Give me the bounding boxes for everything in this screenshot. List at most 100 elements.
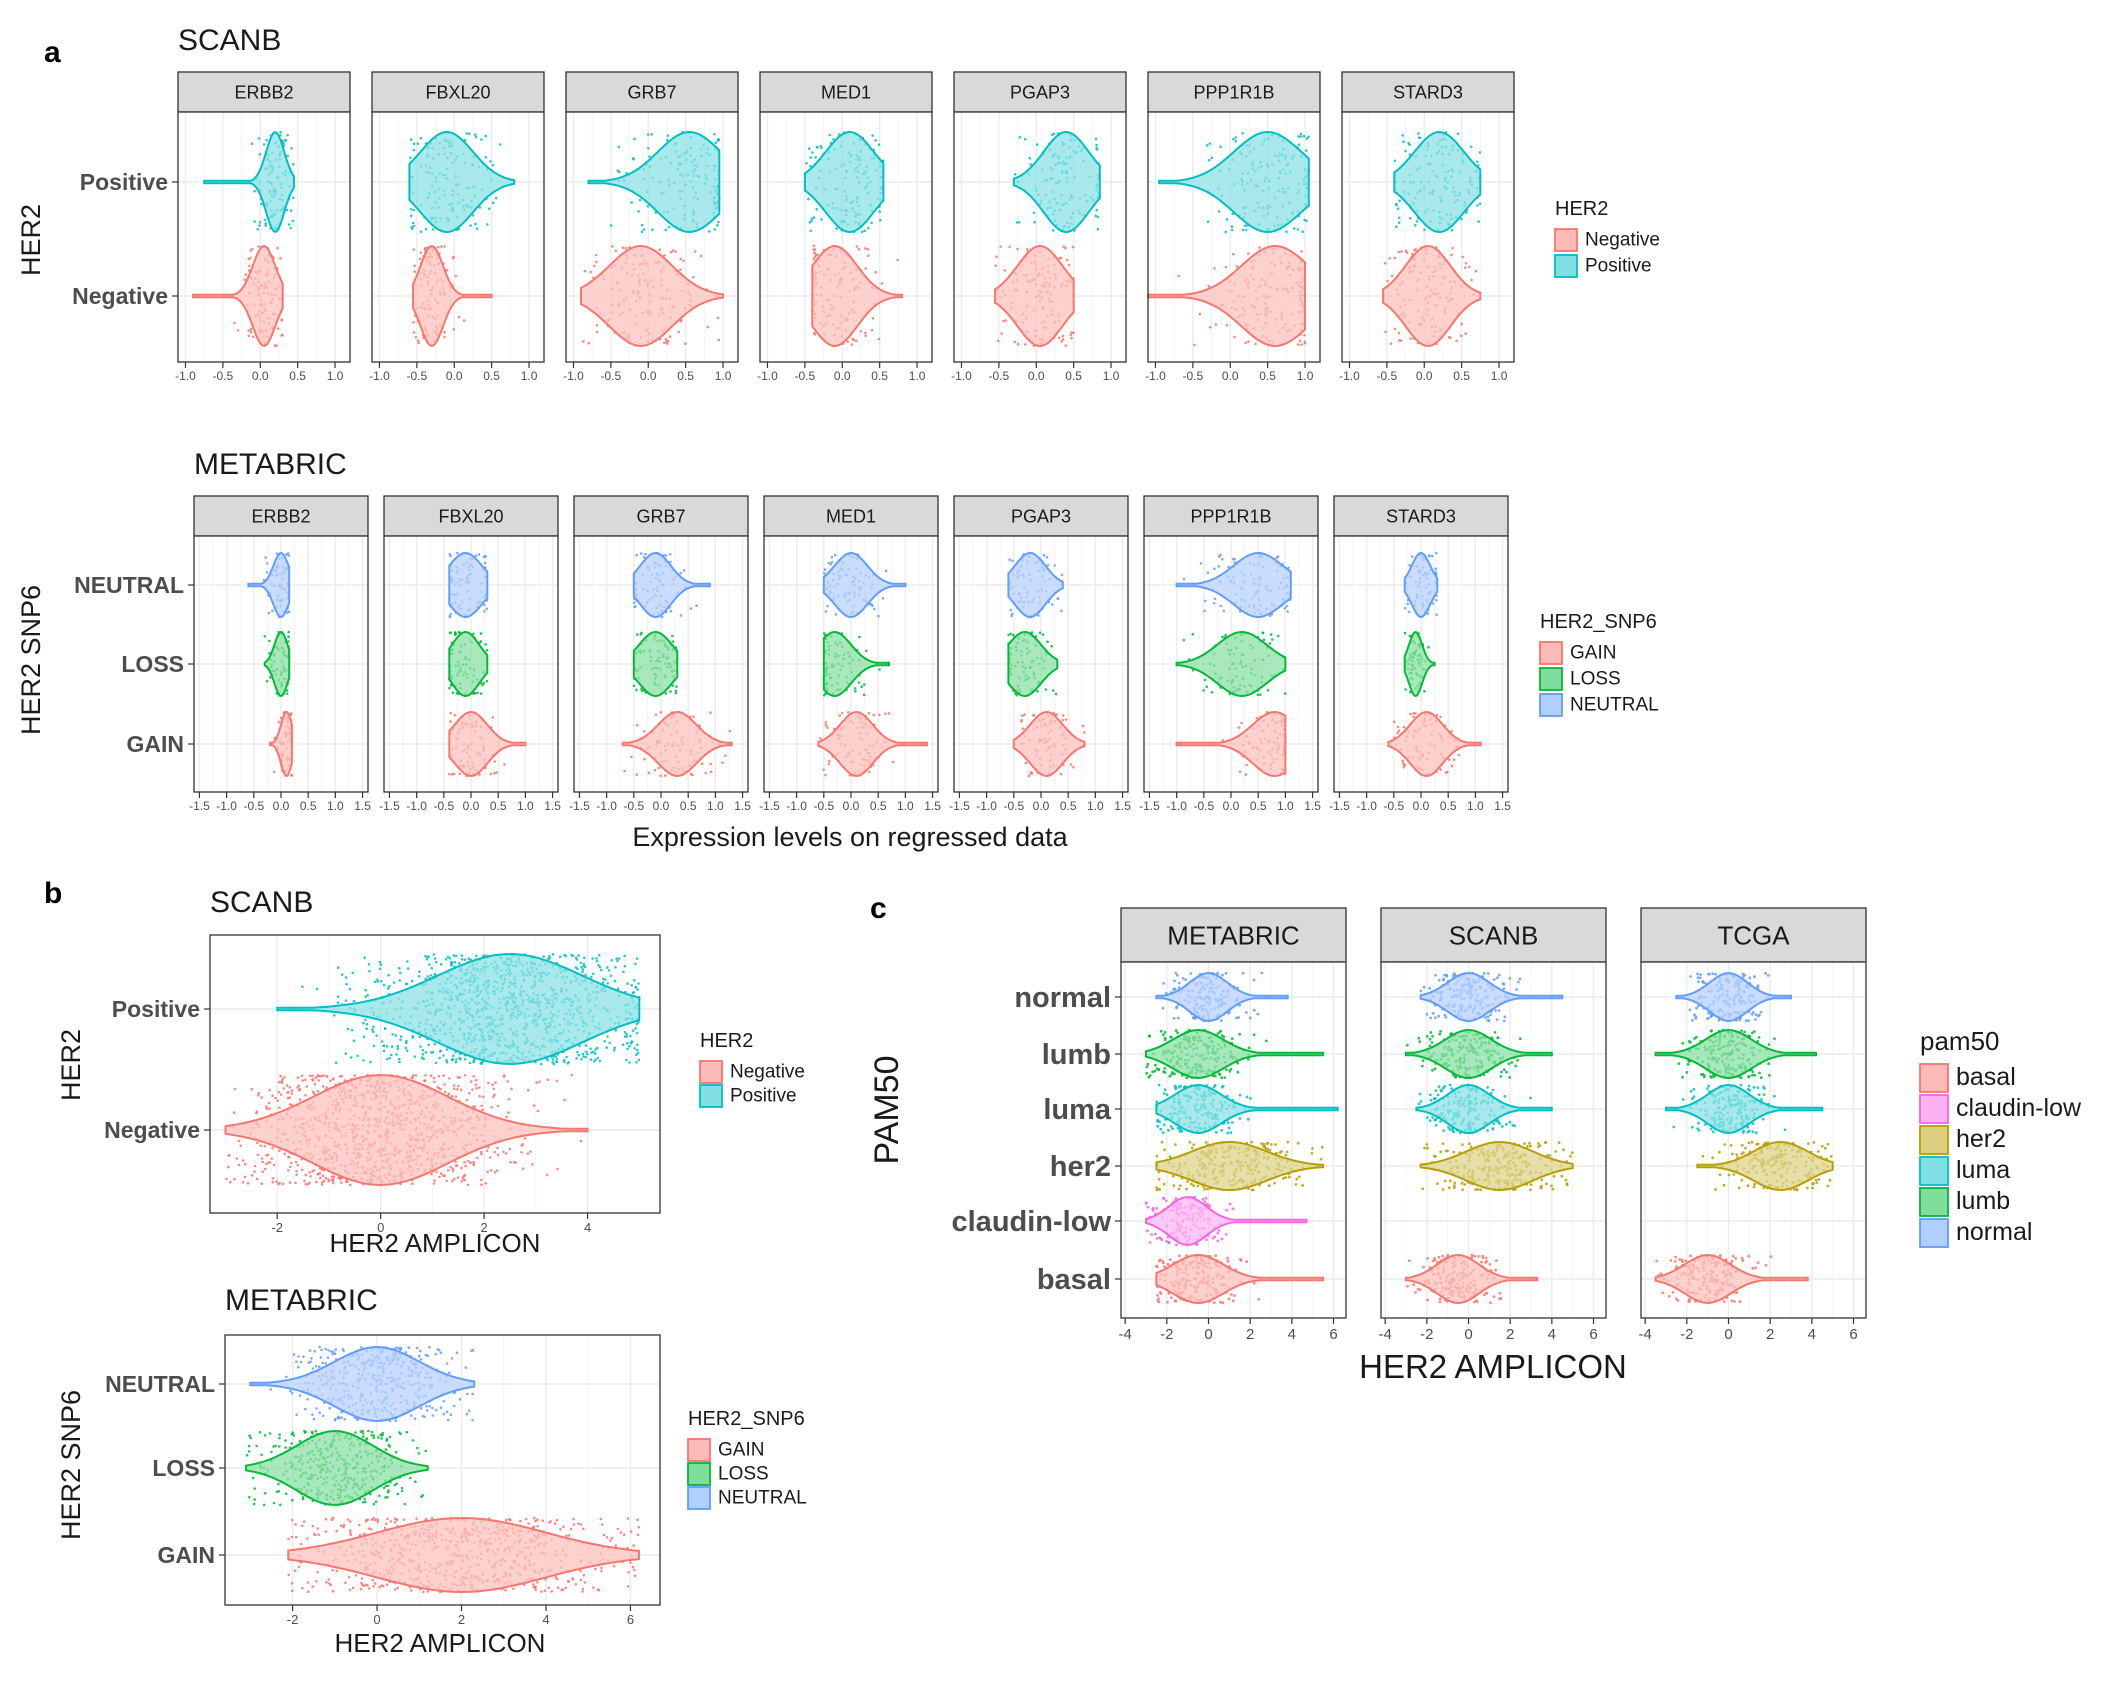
data-point: [623, 769, 626, 773]
data-point: [457, 315, 461, 319]
data-point: [1401, 134, 1404, 137]
data-point: [265, 1154, 268, 1157]
data-point: [1428, 554, 1431, 558]
data-point: [246, 1182, 250, 1185]
data-point: [250, 142, 254, 145]
data-point: [1008, 245, 1011, 249]
data-point: [244, 273, 248, 276]
data-point: [526, 1088, 530, 1092]
x-tick-label: -1.0: [563, 369, 584, 383]
data-point: [1052, 132, 1056, 136]
data-point: [1232, 252, 1235, 256]
data-point: [279, 1093, 283, 1096]
data-point: [699, 254, 703, 258]
data-point: [249, 249, 252, 252]
data-point: [826, 726, 829, 729]
data-point: [308, 1074, 312, 1078]
data-point: [878, 713, 881, 717]
data-point: [281, 333, 284, 337]
data-point: [695, 604, 698, 607]
data-point: [412, 142, 416, 146]
violin-Positive: [408, 130, 516, 234]
data-point: [447, 1092, 451, 1096]
data-point: [439, 1088, 443, 1091]
data-point: [486, 223, 489, 226]
data-point: [265, 1162, 268, 1166]
data-point: [480, 1152, 483, 1156]
x-tick-label: 1.0: [327, 799, 344, 813]
data-point: [481, 1108, 484, 1112]
data-point: [1069, 763, 1073, 766]
data-point: [663, 341, 666, 345]
panel-border: [177, 111, 351, 363]
data-point: [520, 1151, 523, 1154]
data-point: [1423, 228, 1426, 232]
data-point: [813, 251, 816, 254]
data-point: [864, 247, 867, 250]
data-point: [1254, 342, 1257, 346]
data-point: [287, 554, 291, 557]
data-point: [278, 1149, 281, 1152]
data-point: [479, 692, 483, 695]
data-point: [1059, 772, 1063, 776]
data-point: [824, 610, 828, 613]
data-point: [1240, 721, 1243, 725]
data-point: [643, 757, 646, 761]
data-point: [324, 1176, 328, 1180]
data-point: [452, 772, 456, 776]
data-point: [666, 134, 670, 137]
data-point: [454, 274, 458, 278]
data-point: [1402, 140, 1405, 143]
data-point: [1300, 343, 1303, 347]
data-point: [538, 1080, 541, 1084]
data-point: [1021, 727, 1025, 730]
violin-group-Positive: [408, 130, 516, 234]
data-point: [474, 222, 477, 226]
data-point: [264, 222, 268, 225]
data-point: [270, 1157, 274, 1160]
data-point: [330, 1178, 334, 1182]
x-tick-label: 0.5: [300, 799, 317, 813]
data-point: [820, 146, 823, 150]
data-point: [1065, 258, 1069, 262]
data-point: [476, 1156, 479, 1160]
data-point: [824, 723, 828, 727]
facet-ERBB2: ERBB2-1.5 -1.0 -0.5 0.0 0.5 1.0 1.5: [189, 495, 371, 813]
facet-PGAP3: PGAP3-1.0 -0.5 0.0 0.5 1.0: [951, 71, 1127, 383]
data-point: [664, 554, 668, 557]
data-point: [480, 1104, 484, 1108]
data-point: [259, 1144, 263, 1147]
data-point: [835, 227, 838, 230]
data-point: [1467, 265, 1471, 269]
data-point: [1400, 250, 1403, 253]
legend-label: GAIN: [1570, 643, 1616, 664]
data-point: [1015, 221, 1019, 224]
data-point: [815, 207, 818, 211]
data-point: [812, 216, 816, 219]
data-point: [669, 609, 673, 613]
y-axis-title: HER2: [56, 1029, 86, 1101]
data-point: [717, 338, 721, 342]
data-point: [271, 1146, 274, 1150]
x-tick-label: 1.5: [1114, 799, 1131, 813]
data-point: [243, 1175, 247, 1179]
x-tick-label: -1.0: [1145, 369, 1166, 383]
data-point: [871, 317, 875, 320]
data-point: [1096, 215, 1100, 219]
data-point: [260, 202, 263, 206]
x-tick-label: 0.0: [1223, 799, 1240, 813]
data-point: [611, 245, 614, 248]
data-point: [311, 1090, 315, 1094]
data-point: [709, 770, 713, 774]
data-point: [1464, 262, 1468, 265]
data-point: [867, 770, 871, 774]
data-point: [488, 1156, 492, 1159]
data-point: [454, 632, 457, 636]
data-point: [1214, 323, 1218, 326]
data-point: [679, 268, 682, 272]
data-point: [285, 208, 289, 212]
data-point: [1403, 631, 1407, 635]
legend-label: Positive: [1585, 256, 1652, 277]
facet-PPP1R1B: PPP1R1B-1.5 -1.0 -0.5 0.0 0.5 1.0 1.5: [1139, 495, 1321, 813]
data-point: [292, 196, 295, 200]
